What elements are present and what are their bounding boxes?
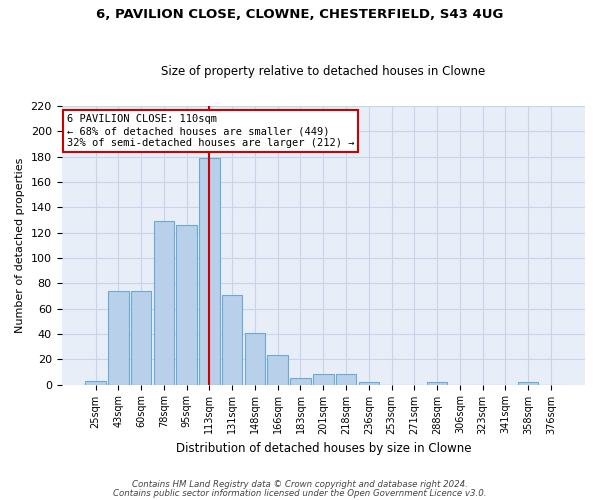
Bar: [268, 356, 288, 384]
Text: 6 PAVILION CLOSE: 110sqm
← 68% of detached houses are smaller (449)
32% of semi-: 6 PAVILION CLOSE: 110sqm ← 68% of detach…: [67, 114, 354, 148]
Bar: [131, 291, 151, 384]
Bar: [336, 374, 356, 384]
Bar: [176, 225, 197, 384]
Bar: [290, 378, 311, 384]
Y-axis label: Number of detached properties: Number of detached properties: [15, 158, 25, 333]
Bar: [245, 332, 265, 384]
Text: 6, PAVILION CLOSE, CLOWNE, CHESTERFIELD, S43 4UG: 6, PAVILION CLOSE, CLOWNE, CHESTERFIELD,…: [97, 8, 503, 20]
Text: Contains public sector information licensed under the Open Government Licence v3: Contains public sector information licen…: [113, 489, 487, 498]
Bar: [518, 382, 538, 384]
Bar: [222, 294, 242, 384]
Bar: [359, 382, 379, 384]
Bar: [154, 222, 174, 384]
Bar: [199, 158, 220, 384]
Bar: [427, 382, 448, 384]
X-axis label: Distribution of detached houses by size in Clowne: Distribution of detached houses by size …: [176, 442, 471, 455]
Text: Contains HM Land Registry data © Crown copyright and database right 2024.: Contains HM Land Registry data © Crown c…: [132, 480, 468, 489]
Title: Size of property relative to detached houses in Clowne: Size of property relative to detached ho…: [161, 66, 485, 78]
Bar: [85, 381, 106, 384]
Bar: [108, 291, 128, 384]
Bar: [313, 374, 334, 384]
